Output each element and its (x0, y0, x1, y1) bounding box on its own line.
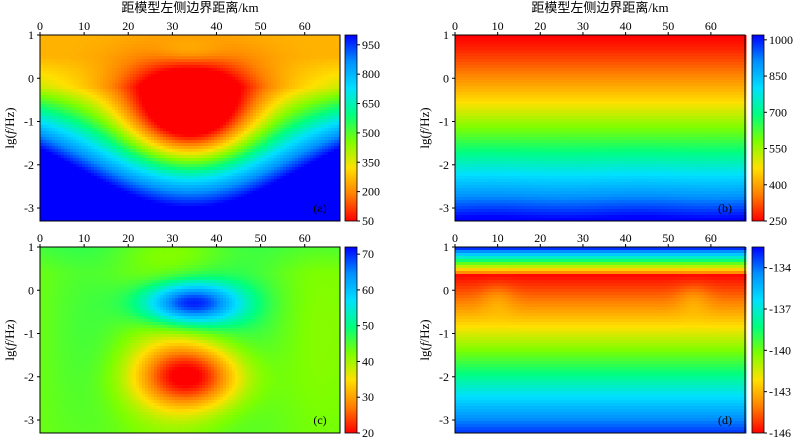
x-tick-label: 20 (122, 19, 134, 33)
y-tick-label: 0 (28, 71, 34, 85)
y-axis-title: lg(f/Hz) (417, 107, 432, 148)
colorbar-tick-label: -143 (769, 385, 791, 399)
x-tick-label: 60 (299, 231, 311, 245)
y-tick-label: -2 (439, 370, 449, 384)
y-tick-label: 0 (443, 283, 449, 297)
colorbar (344, 246, 358, 434)
colorbar-tick-label: 50 (362, 319, 374, 333)
y-tick-label: -1 (439, 327, 449, 341)
y-tick-label: 0 (28, 283, 34, 297)
y-tick-label: -3 (439, 201, 449, 215)
x-tick-label: 40 (620, 19, 632, 33)
y-tick-label: 1 (443, 28, 449, 42)
colorbar-tick-label: 20 (362, 426, 374, 440)
colorbar-tick-label: 70 (362, 247, 374, 261)
colorbar-tick-label: -134 (769, 261, 791, 275)
colorbar-tick-label: 500 (362, 126, 380, 140)
colorbar-tick-label: 250 (769, 214, 787, 228)
x-tick-label: 0 (452, 19, 458, 33)
y-tick-label: -1 (24, 115, 34, 129)
panel-a: 0 10 20 30 40 50 6010-1-2-3lg(f/Hz)距模型左侧边界距离/k… (2, 0, 380, 228)
panel-label: (c) (313, 413, 326, 427)
colorbar-tick-label: 60 (362, 283, 374, 297)
heatmap-field (455, 247, 747, 434)
y-axis-title: lg(f/Hz) (2, 319, 17, 360)
heatmap-field (40, 35, 341, 222)
colorbar-tick-label: -137 (769, 302, 791, 316)
y-tick-label: -3 (24, 201, 34, 215)
x-tick-label: 50 (255, 19, 267, 33)
y-tick-label: -2 (439, 158, 449, 172)
x-tick-label: 10 (492, 231, 504, 245)
colorbar-tick-label: 30 (362, 390, 374, 404)
panel-label: (d) (718, 413, 732, 427)
colorbar-tick-label: 350 (362, 155, 380, 169)
y-tick-label: -3 (439, 413, 449, 427)
colorbar-tick-label: 950 (362, 38, 380, 52)
panel-label: (b) (718, 201, 732, 215)
colorbar-tick-label: 850 (769, 69, 787, 83)
y-axis-title: lg(f/Hz) (2, 107, 17, 148)
x-tick-label: 50 (255, 231, 267, 245)
x-tick-label: 30 (166, 19, 178, 33)
x-axis-title: 距模型左侧边界距离/km (121, 0, 258, 15)
heatmap-field (455, 35, 747, 222)
y-tick-label: -2 (24, 158, 34, 172)
panel-d: 0 10 20 30 40 50 6010-1-2-3lg(f/Hz)(d)-134-137… (417, 231, 791, 440)
y-tick-label: 1 (28, 240, 34, 254)
x-axis-title: 距模型左侧边界距离/km (531, 0, 668, 15)
plot-frame (39, 246, 341, 434)
y-tick-label: 1 (443, 240, 449, 254)
x-tick-label: 0 (37, 231, 43, 245)
y-tick-label: -1 (24, 327, 34, 341)
colorbar-tick-label: 400 (769, 178, 787, 192)
x-tick-label: 30 (577, 19, 589, 33)
x-tick-label: 60 (705, 19, 717, 33)
x-tick-label: 50 (662, 231, 674, 245)
x-tick-label: 40 (210, 19, 222, 33)
colorbar (344, 34, 358, 222)
colorbar (751, 246, 765, 434)
panel-c: 0 10 20 30 40 50 6010-1-2-3lg(f/Hz)(c)20304050… (2, 231, 374, 440)
x-tick-label: 60 (705, 231, 717, 245)
plot-frame (39, 34, 341, 222)
panel-label: (a) (313, 201, 326, 215)
colorbar-tick-label: 650 (362, 97, 380, 111)
x-tick-label: 20 (534, 19, 546, 33)
y-tick-label: 0 (443, 71, 449, 85)
colorbar-tick-label: 200 (362, 185, 380, 199)
colorbar (751, 34, 765, 222)
y-tick-label: -2 (24, 370, 34, 384)
x-tick-label: 30 (577, 231, 589, 245)
x-tick-label: 30 (166, 231, 178, 245)
plot-frame (454, 246, 746, 434)
y-axis-title: lg(f/Hz) (417, 319, 432, 360)
x-tick-label: 60 (299, 19, 311, 33)
x-tick-label: 0 (37, 19, 43, 33)
y-tick-label: -1 (439, 115, 449, 129)
y-tick-label: 1 (28, 28, 34, 42)
colorbar-tick-label: -140 (769, 343, 791, 357)
colorbar-tick-label: -146 (769, 426, 791, 440)
x-tick-label: 20 (122, 231, 134, 245)
x-tick-label: 20 (534, 231, 546, 245)
colorbar-tick-label: 1000 (769, 33, 793, 47)
x-tick-label: 40 (210, 231, 222, 245)
x-tick-label: 50 (662, 19, 674, 33)
colorbar-tick-label: 550 (769, 142, 787, 156)
x-tick-label: 40 (620, 231, 632, 245)
panel-b: 0 10 20 30 40 50 6010-1-2-3lg(f/Hz)距模型左侧边界距离/k… (417, 0, 793, 228)
y-tick-label: -3 (24, 413, 34, 427)
x-tick-label: 10 (78, 231, 90, 245)
heatmap-field (40, 247, 341, 434)
colorbar-tick-label: 40 (362, 354, 374, 368)
plot-frame (454, 34, 746, 222)
colorbar-tick-label: 700 (769, 105, 787, 119)
x-tick-label: 0 (452, 231, 458, 245)
colorbar-tick-label: 50 (362, 214, 374, 228)
x-tick-label: 10 (492, 19, 504, 33)
colorbar-tick-label: 800 (362, 67, 380, 81)
x-tick-label: 10 (78, 19, 90, 33)
